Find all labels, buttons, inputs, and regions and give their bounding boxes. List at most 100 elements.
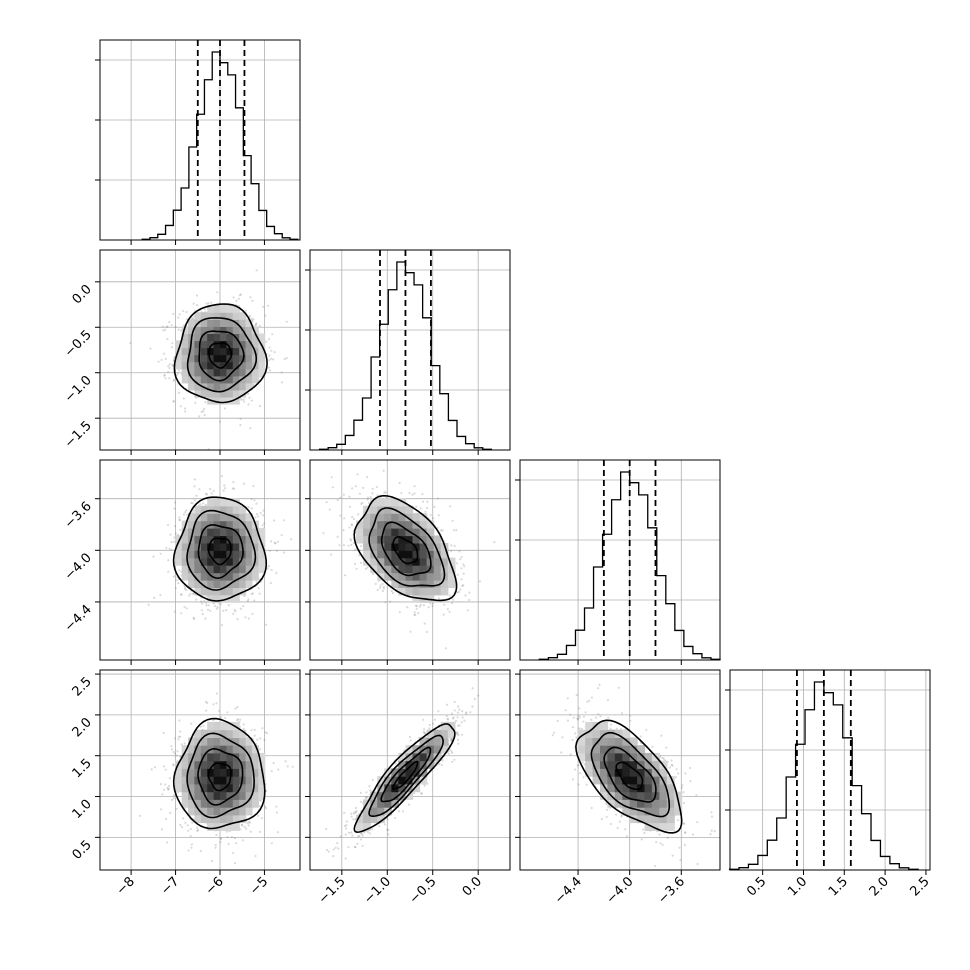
- sample-point: [281, 381, 284, 384]
- sample-point: [382, 469, 385, 472]
- sample-point: [268, 359, 271, 362]
- sample-point: [232, 296, 235, 299]
- density-cell: [384, 572, 392, 581]
- density-cell: [426, 528, 435, 537]
- sample-point: [204, 401, 207, 404]
- sample-point: [350, 539, 353, 542]
- sample-point: [426, 506, 429, 510]
- sample-point: [413, 492, 416, 495]
- sample-point: [259, 737, 262, 740]
- density-cell: [194, 375, 202, 384]
- sample-point: [192, 592, 195, 596]
- density-cell: [391, 542, 399, 551]
- histogram-0: [141, 51, 299, 240]
- sample-point: [251, 592, 254, 595]
- density-cell: [239, 361, 247, 370]
- sample-point: [182, 309, 185, 313]
- sample-point: [265, 732, 269, 735]
- density-cell: [200, 760, 208, 769]
- sample-point: [164, 768, 167, 771]
- sample-point: [184, 410, 187, 413]
- sample-point: [418, 605, 421, 608]
- sample-point: [186, 824, 189, 827]
- density-cell: [175, 354, 183, 363]
- sample-point: [200, 602, 204, 605]
- density-cell: [251, 535, 259, 544]
- density-cell: [188, 550, 196, 559]
- density-cell: [251, 340, 259, 349]
- density-cell: [251, 572, 259, 581]
- sample-point: [249, 830, 252, 833]
- sample-point: [244, 616, 247, 619]
- sample-point: [168, 377, 171, 380]
- sample-point: [206, 702, 209, 705]
- sample-point: [220, 475, 224, 478]
- sample-point: [159, 552, 162, 555]
- sample-point: [352, 517, 356, 521]
- sample-point: [251, 612, 254, 616]
- density-cell: [200, 333, 208, 342]
- sample-point: [242, 604, 245, 608]
- density-cell: [232, 594, 240, 603]
- sample-point: [187, 849, 190, 852]
- density-cell: [226, 368, 234, 377]
- sample-point: [338, 544, 341, 547]
- sample-point: [177, 582, 180, 585]
- sample-point: [252, 484, 255, 488]
- density-cell: [188, 542, 196, 551]
- density-cell: [384, 528, 392, 537]
- density-cell: [226, 382, 234, 391]
- sample-point: [172, 399, 175, 402]
- x-tick-label: 0.5: [744, 874, 769, 899]
- sample-point: [231, 487, 234, 490]
- density-cell: [181, 768, 189, 777]
- density-cell: [433, 572, 442, 581]
- density-cell: [426, 520, 435, 529]
- density-cell: [391, 520, 399, 529]
- panel-frame: [99, 39, 301, 241]
- density-cell: [200, 312, 208, 320]
- density-cell: [194, 572, 202, 581]
- density-cell: [200, 535, 208, 544]
- sample-point: [209, 609, 212, 613]
- sample-point: [215, 702, 218, 705]
- density-cell: [356, 528, 364, 537]
- histogram-panel-3: [725, 669, 931, 871]
- sample-point: [270, 357, 273, 360]
- density-cell: [251, 368, 259, 377]
- density-cell: [239, 565, 247, 574]
- sample-point: [254, 324, 257, 327]
- density-cell: [412, 513, 421, 522]
- density-cell: [188, 513, 196, 522]
- density-cell: [213, 312, 221, 320]
- density-cell: [419, 528, 428, 537]
- sample-point: [174, 501, 177, 504]
- density-cell: [220, 312, 227, 320]
- sample-point: [439, 529, 443, 532]
- density-cell: [181, 535, 189, 544]
- density-cell: [226, 389, 234, 398]
- density-cell: [239, 557, 247, 566]
- sample-point: [242, 398, 245, 401]
- sample-point: [330, 476, 333, 479]
- sample-point: [179, 593, 183, 596]
- sample-point: [178, 369, 181, 372]
- sample-point: [219, 837, 222, 840]
- sample-point: [255, 580, 258, 583]
- sample-point: [273, 351, 276, 354]
- density-cell: [200, 340, 208, 349]
- density-cell: [398, 498, 407, 507]
- density-cell: [175, 535, 183, 544]
- density-cell: [175, 557, 183, 566]
- density-cell: [239, 513, 247, 522]
- sample-point: [262, 509, 265, 512]
- sample-point: [259, 748, 262, 751]
- sample-point: [172, 794, 175, 797]
- sample-point: [249, 296, 252, 299]
- sample-point: [182, 817, 185, 820]
- density-cell: [419, 557, 428, 566]
- density-cell: [213, 347, 221, 356]
- density-cell: [188, 361, 196, 370]
- sample-point: [205, 601, 208, 605]
- sample-point: [175, 807, 178, 811]
